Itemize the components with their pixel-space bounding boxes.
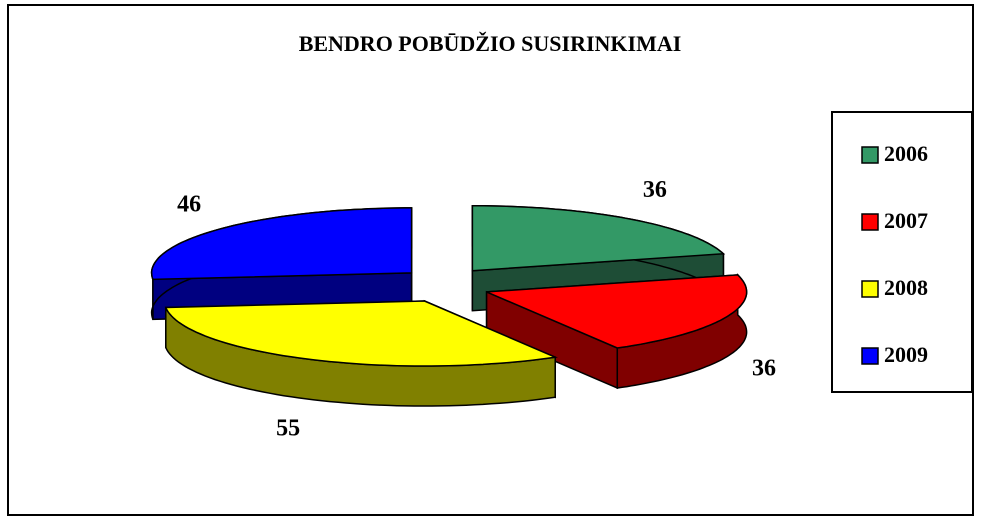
slice-top <box>471 204 726 272</box>
legend-label: 2006 <box>884 141 928 166</box>
data-label: 55 <box>276 416 300 442</box>
legend-swatch <box>861 347 879 365</box>
pie-slice <box>164 299 558 407</box>
legend-swatch <box>861 280 879 298</box>
legend-swatch <box>861 213 879 231</box>
data-label: 36 <box>752 355 776 381</box>
legend-label: 2009 <box>884 342 928 367</box>
data-label: 46 <box>177 191 201 217</box>
slice-top <box>164 300 558 367</box>
chart-title: BENDRO POBŪDŽIO SUSIRINKIMAI <box>299 31 682 56</box>
legend-swatch <box>861 146 879 164</box>
legend-label: 2007 <box>884 208 928 233</box>
legend-label: 2008 <box>884 275 928 300</box>
slice-top <box>150 207 413 281</box>
pie-slice <box>485 273 748 390</box>
slice-top <box>486 274 748 349</box>
legend-box <box>831 111 973 393</box>
data-label: 36 <box>643 177 667 203</box>
